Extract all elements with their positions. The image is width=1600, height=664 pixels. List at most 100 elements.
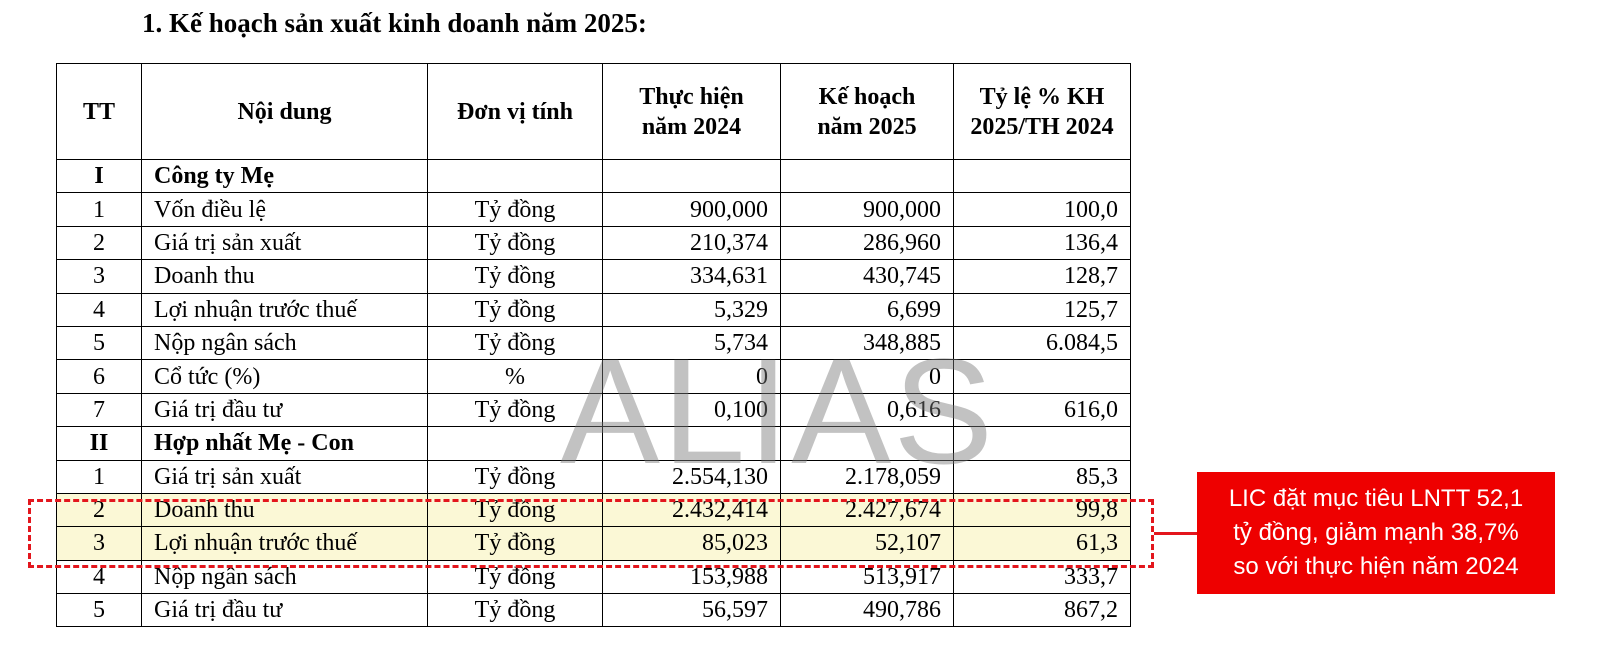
cell-unit: Tỷ đồng <box>427 192 603 227</box>
cell-ratio: 333,7 <box>953 559 1131 595</box>
callout-line: tỷ đồng, giảm mạnh 38,7% <box>1233 519 1519 546</box>
cell-actual-2024: 2.554,130 <box>602 459 781 494</box>
cell-unit: Tỷ đồng <box>427 392 603 428</box>
cell-tt: II <box>56 426 142 461</box>
cell-ratio: 6.084,5 <box>953 325 1131 361</box>
cell-actual-2024: 5,734 <box>602 325 781 361</box>
cell-content: Giá trị đầu tư <box>141 593 428 628</box>
cell-unit <box>427 426 603 461</box>
cell-ratio: 136,4 <box>953 225 1131 261</box>
cell-plan-2025: 2.178,059 <box>780 459 954 494</box>
cell-ratio: 99,8 <box>953 492 1131 528</box>
cell-ratio: 85,3 <box>953 459 1131 494</box>
cell-content: Cổ tức (%) <box>141 359 428 394</box>
cell-actual-2024: 210,374 <box>602 225 781 261</box>
cell-actual-2024: 56,597 <box>602 593 781 628</box>
cell-content: Nộp ngân sách <box>141 559 428 595</box>
table-row: 3 Doanh thu Tỷ đồng 334,631 430,745 128,7 <box>56 259 1131 294</box>
cell-unit: % <box>427 359 603 394</box>
callout-line: so với thực hiện năm 2024 <box>1233 553 1519 580</box>
cell-actual-2024: 334,631 <box>602 259 781 294</box>
section-row: II Hợp nhất Mẹ - Con <box>56 426 1131 461</box>
cell-ratio: 128,7 <box>953 259 1131 294</box>
cell-content: Doanh thu <box>141 259 428 294</box>
cell-unit: Tỷ đồng <box>427 526 603 561</box>
cell-content: Giá trị sản xuất <box>141 225 428 261</box>
header-ratio: Tỷ lệ % KH 2025/TH 2024 <box>953 63 1131 160</box>
cell-actual-2024: 5,329 <box>602 292 781 327</box>
cell-tt: 1 <box>56 459 142 494</box>
cell-plan-2025: 900,000 <box>780 192 954 227</box>
cell-unit: Tỷ đồng <box>427 492 603 528</box>
cell-ratio: 867,2 <box>953 593 1131 628</box>
cell-ratio: 61,3 <box>953 526 1131 561</box>
cell-plan-2025: 52,107 <box>780 526 954 561</box>
cell-actual-2024: 153,988 <box>602 559 781 595</box>
cell-tt: 4 <box>56 559 142 595</box>
header-content: Nội dung <box>141 63 428 160</box>
cell-plan-2025 <box>780 426 954 461</box>
table-row: 5 Giá trị đầu tư Tỷ đồng 56,597 490,786 867,2 <box>56 593 1131 628</box>
cell-content: Vốn điều lệ <box>141 192 428 227</box>
table-row: 1 Vốn điều lệ Tỷ đồng 900,000 900,000 100,0 <box>56 192 1131 227</box>
cell-actual-2024: 0,100 <box>602 392 781 428</box>
header-plan-2025: Kế hoạch năm 2025 <box>780 63 954 160</box>
cell-plan-2025: 348,885 <box>780 325 954 361</box>
cell-content: Giá trị sản xuất <box>141 459 428 494</box>
header-unit: Đơn vị tính <box>427 63 603 160</box>
cell-plan-2025: 490,786 <box>780 593 954 628</box>
cell-unit: Tỷ đồng <box>427 259 603 294</box>
cell-ratio: 100,0 <box>953 192 1131 227</box>
cell-ratio <box>953 158 1131 194</box>
cell-plan-2025 <box>780 158 954 194</box>
cell-tt: 6 <box>56 359 142 394</box>
table-row: 6 Cổ tức (%)% 0 0 <box>56 359 1131 394</box>
table-row: 4 Lợi nhuận trước thuế Tỷ đồng 5,329 6,699 12… <box>56 292 1131 327</box>
cell-actual-2024: 85,023 <box>602 526 781 561</box>
header-tt: TT <box>56 63 142 160</box>
table-body: I Công ty Mẹ 1 Vốn điều lệ Tỷ đồng 900,000 900… <box>56 158 1131 628</box>
callout-connector-line <box>1154 532 1197 535</box>
table-header-row: TT Nội dung Đơn vị tính Thực hiện năm 20… <box>56 63 1131 160</box>
cell-plan-2025: 2.427,674 <box>780 492 954 528</box>
cell-ratio: 125,7 <box>953 292 1131 327</box>
table-row: 4 Nộp ngân sách Tỷ đồng 153,988 513,917 333,7 <box>56 559 1131 595</box>
cell-unit: Tỷ đồng <box>427 559 603 595</box>
cell-content: Doanh thu <box>141 492 428 528</box>
cell-ratio <box>953 359 1131 394</box>
cell-unit: Tỷ đồng <box>427 325 603 361</box>
cell-tt: 7 <box>56 392 142 428</box>
cell-unit: Tỷ đồng <box>427 459 603 494</box>
cell-plan-2025: 0,616 <box>780 392 954 428</box>
table-row: 5 Nộp ngân sách Tỷ đồng 5,734 348,885 6.084,5 <box>56 325 1131 361</box>
table-row: 2 Giá trị sản xuất Tỷ đồng 210,374 286,960 13… <box>56 225 1131 261</box>
cell-tt: 4 <box>56 292 142 327</box>
callout-box: LIC đặt mục tiêu LNTT 52,1 tỷ đồng, giảm… <box>1197 472 1555 594</box>
cell-unit <box>427 158 603 194</box>
business-plan-table: TT Nội dung Đơn vị tính Thực hiện năm 20… <box>56 63 1131 628</box>
cell-content: Công ty Mẹ <box>141 158 428 194</box>
header-actual-2024: Thực hiện năm 2024 <box>602 63 781 160</box>
cell-ratio: 616,0 <box>953 392 1131 428</box>
cell-content: Lợi nhuận trước thuế <box>141 292 428 327</box>
cell-plan-2025: 6,699 <box>780 292 954 327</box>
cell-unit: Tỷ đồng <box>427 593 603 628</box>
cell-tt: 3 <box>56 526 142 561</box>
cell-actual-2024: 900,000 <box>602 192 781 227</box>
cell-plan-2025: 430,745 <box>780 259 954 294</box>
cell-actual-2024: 0 <box>602 359 781 394</box>
callout-line: LIC đặt mục tiêu LNTT 52,1 <box>1228 485 1524 512</box>
table-row: 2 Doanh thu Tỷ đồng 2.432,414 2.427,674 99,8 <box>56 492 1131 528</box>
table-row: 1 Giá trị sản xuất Tỷ đồng 2.554,130 2.178,0… <box>56 459 1131 494</box>
cell-tt: 3 <box>56 259 142 294</box>
cell-actual-2024 <box>602 158 781 194</box>
cell-unit: Tỷ đồng <box>427 225 603 261</box>
cell-tt: 2 <box>56 492 142 528</box>
cell-ratio <box>953 426 1131 461</box>
cell-unit: Tỷ đồng <box>427 292 603 327</box>
section-row: I Công ty Mẹ <box>56 158 1131 194</box>
table-row: 3 Lợi nhuận trước thuế Tỷ đồng 85,023 52,107… <box>56 526 1131 561</box>
cell-content: Hợp nhất Mẹ - Con <box>141 426 428 461</box>
cell-tt: 5 <box>56 593 142 628</box>
cell-tt: 5 <box>56 325 142 361</box>
